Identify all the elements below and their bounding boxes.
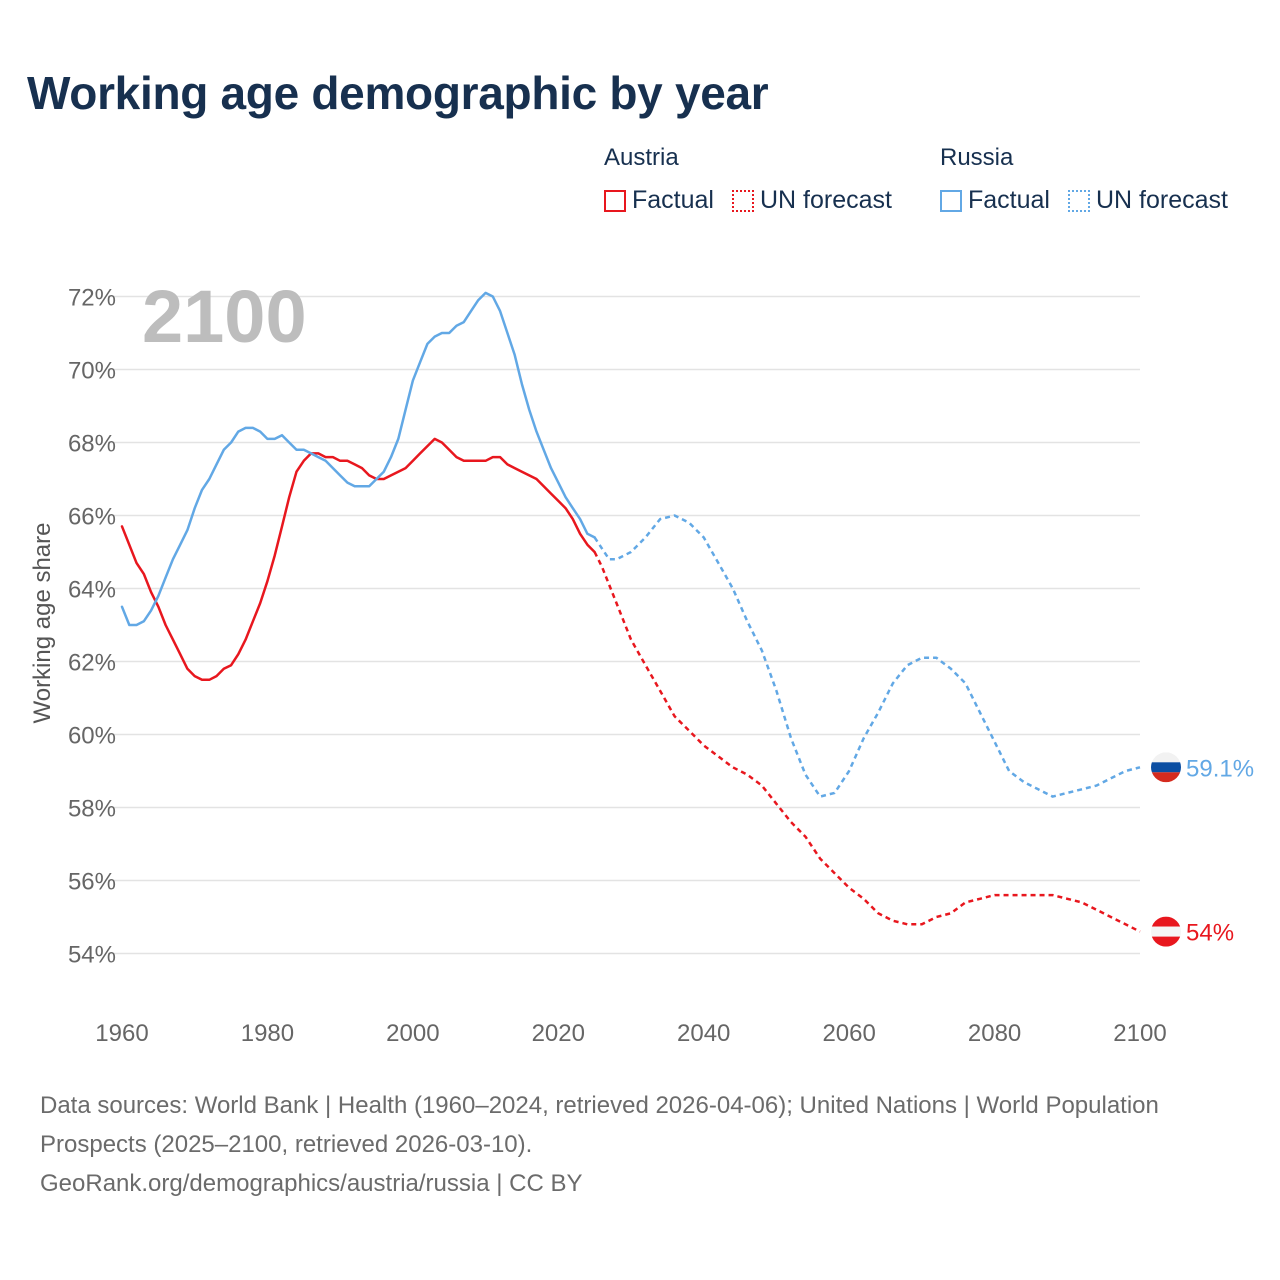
chart-title: Working age demographic by year [27,67,769,119]
russia-flag-icon [1151,752,1181,783]
austria-end-label: 54% [1186,920,1234,947]
y-tick-label: 58% [68,796,116,823]
grid-lines [108,295,1140,955]
legend-russia-factual-label: Factual [968,186,1050,214]
y-tick-label: 64% [68,577,116,604]
y-tick-label: 62% [68,650,116,677]
y-axis-label: Working age share [29,523,56,724]
line-chart: 2100 54% 56% 58% 60% 62% 64% 66% 68% 70% 72% 1960… [29,275,1254,1047]
russia-forecast-line [593,514,1141,798]
austria-flag-icon [1151,916,1181,947]
footer: Data sources: World Bank | Health (1960–… [40,1086,1220,1203]
legend-swatch-dotted [731,189,754,212]
y-axis-ticks: 54% 56% 58% 60% 62% 64% 66% 68% 70% 72% [68,285,116,969]
x-tick-label: 2020 [532,1020,585,1047]
x-tick-label: 2000 [386,1020,439,1047]
x-tick-label: 2040 [677,1020,730,1047]
y-tick-label: 68% [68,431,116,458]
legend-russia-title: Russia [940,144,1014,171]
y-tick-label: 66% [68,504,116,531]
legend-swatch-solid [604,189,626,212]
austria-forecast-line [593,551,1141,933]
russia-end-marker: 59.1% [1151,752,1254,783]
legend-austria: Austria Factual UN forecast [604,144,892,215]
legend-austria-forecast-label: UN forecast [759,186,892,214]
x-axis-ticks: 1960 1980 2000 2020 2040 2060 2080 2100 [95,1020,1166,1047]
russia-factual-line [120,291,596,627]
legend-austria-factual[interactable]: Factual [604,186,714,215]
russia-end-label: 59.1% [1186,755,1254,782]
y-tick-label: 54% [68,942,116,969]
x-tick-label: 1960 [95,1020,148,1047]
austria-end-marker: 54% [1151,916,1234,947]
y-tick-label: 56% [68,869,116,896]
legend-russia-forecast-label: UN forecast [1095,186,1228,214]
y-tick-label: 60% [68,723,116,750]
x-tick-label: 2060 [822,1020,875,1047]
legend-russia-factual[interactable]: Factual [940,186,1050,215]
legend-austria-forecast[interactable]: UN forecast [731,186,892,215]
legend-austria-title: Austria [604,144,679,171]
legend-swatch-dotted [1067,189,1090,212]
austria-factual-line [120,437,596,682]
x-tick-label: 1980 [241,1020,294,1047]
x-tick-label: 2080 [968,1020,1021,1047]
legend-swatch-solid [940,189,962,212]
legend-austria-factual-label: Factual [632,186,714,214]
legend-russia: Russia Factual UN forecast [940,144,1228,215]
data-sources-text: Data sources: World Bank | Health (1960–… [40,1092,1159,1158]
year-watermark: 2100 [142,275,307,358]
series-lines [120,291,1141,933]
legend-russia-forecast[interactable]: UN forecast [1067,186,1228,215]
attribution-text: GeoRank.org/demographics/austria/russia … [40,1170,583,1197]
x-tick-label: 2100 [1113,1020,1166,1047]
y-tick-label: 72% [68,285,116,312]
y-tick-label: 70% [68,358,116,385]
